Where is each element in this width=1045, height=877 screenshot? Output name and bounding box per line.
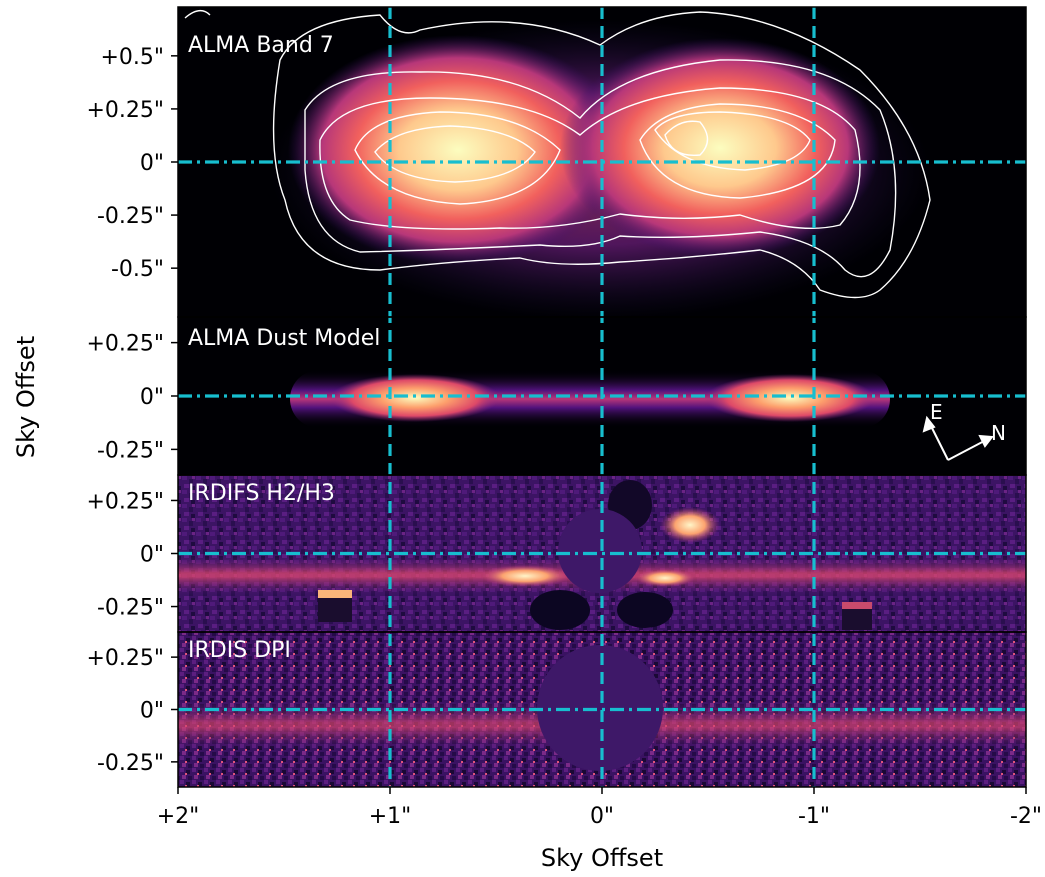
artifact-right-top bbox=[842, 602, 872, 609]
panel-title-irdifs: IRDIFS H2/H3 bbox=[188, 481, 335, 506]
coronagraph-mask bbox=[558, 509, 642, 593]
dust-ansa-east bbox=[330, 374, 500, 422]
y-tick-label: -0.25" bbox=[97, 438, 164, 463]
guide-lines bbox=[178, 7, 1026, 787]
axis-ticks: +0.5" +0.25" 0" -0.25" -0.5" +0.25" 0" -0.25" +0… bbox=[86, 45, 1042, 829]
speckle-dark-a bbox=[530, 590, 590, 630]
coronagraph-mask bbox=[537, 645, 663, 771]
dust-ansa-west bbox=[705, 374, 875, 422]
y-tick-label: -0.25" bbox=[97, 596, 164, 621]
x-tick-label: +2" bbox=[157, 804, 200, 829]
north-label: N bbox=[991, 421, 1006, 445]
x-tick-label: -2" bbox=[1010, 804, 1042, 829]
east-arrowhead bbox=[922, 415, 936, 433]
y-tick-label: +0.25" bbox=[86, 489, 164, 514]
y-tick-label: -0.25" bbox=[97, 751, 164, 776]
y-tick-label: 0" bbox=[140, 385, 164, 410]
x-tick-label: +1" bbox=[369, 804, 412, 829]
emission-lobe-east bbox=[288, 35, 628, 265]
compass: E N bbox=[922, 400, 1006, 461]
y-tick-label: -0.25" bbox=[97, 204, 164, 229]
y-axis-label: Sky Offset bbox=[12, 336, 40, 458]
north-arrowhead bbox=[978, 434, 994, 448]
panel-title-alma-dust-model: ALMA Dust Model bbox=[188, 326, 380, 351]
panel-title-irdis-dpi: IRDIS DPI bbox=[188, 638, 291, 663]
y-tick-label: 0" bbox=[140, 543, 164, 568]
y-tick-label: 0" bbox=[140, 699, 164, 724]
north-arrow bbox=[947, 438, 989, 461]
disk-bright-west bbox=[635, 569, 695, 587]
y-tick-label: -0.5" bbox=[111, 257, 164, 282]
x-tick-label: 0" bbox=[590, 804, 614, 829]
emission-lobe-west bbox=[560, 38, 880, 258]
contour-lines bbox=[184, 10, 931, 299]
panel-title-alma-band7: ALMA Band 7 bbox=[188, 33, 334, 58]
y-tick-label: +0.25" bbox=[86, 98, 164, 123]
speckle-bright bbox=[660, 507, 720, 543]
disk-bright-east bbox=[480, 565, 570, 587]
y-tick-label: +0.25" bbox=[86, 646, 164, 671]
east-label: E bbox=[930, 400, 943, 424]
x-tick-label: -1" bbox=[798, 804, 830, 829]
y-tick-label: +0.5" bbox=[100, 45, 164, 70]
y-tick-label: +0.25" bbox=[86, 332, 164, 357]
artifact-left-top bbox=[318, 590, 352, 598]
x-axis-label: Sky Offset bbox=[541, 844, 663, 872]
speckle-dark-b bbox=[617, 592, 673, 628]
y-tick-label: 0" bbox=[140, 151, 164, 176]
